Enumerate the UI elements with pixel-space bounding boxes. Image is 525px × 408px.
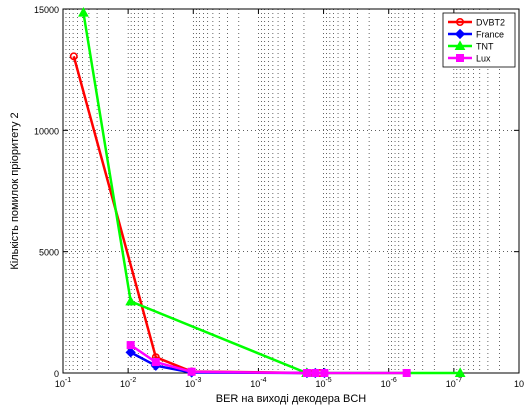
x-tick-label: 10-7 [446, 377, 462, 389]
x-tick-label: 10-6 [381, 377, 397, 389]
data-point [320, 368, 329, 377]
legend-item: France [448, 28, 504, 40]
x-tick-label: 10 [514, 379, 524, 389]
legend-label: Lux [476, 54, 491, 64]
series-tnt [78, 6, 466, 378]
data-point [126, 341, 135, 350]
legend: DVBT2 France TNT Lux [442, 12, 516, 68]
series-line [72, 55, 325, 375]
series-lines [69, 6, 466, 379]
x-tick-labels: 10-1 10-2 10-3 10-4 10-5 10-6 10-7 10 [55, 377, 524, 389]
grid [63, 9, 519, 373]
data-point [69, 52, 78, 61]
legend-swatch-marker [455, 53, 464, 62]
y-tick-label: 5000 [39, 248, 59, 258]
series-dvbt2 [69, 52, 329, 377]
legend-item: Lux [448, 54, 491, 64]
x-tick-label: 10-3 [185, 377, 201, 389]
y-axis-label: Кількість помилок пріоритету 2 [9, 112, 21, 269]
y-tick-label: 10000 [34, 126, 59, 136]
series-line [82, 12, 461, 375]
legend-item: TNT [448, 40, 494, 52]
legend-label: France [476, 30, 504, 40]
data-point [125, 295, 137, 306]
legend-swatch-marker [454, 40, 466, 51]
x-tick-label: 10-2 [120, 377, 136, 389]
x-tick-label: 10-4 [250, 377, 266, 389]
legend-label: TNT [476, 42, 494, 52]
y-tick-label: 15000 [34, 5, 59, 15]
legend-swatch-marker [454, 28, 466, 40]
data-point [187, 367, 196, 376]
legend-item: DVBT2 [448, 18, 505, 28]
data-point [311, 368, 320, 377]
x-tick-label: 10-5 [315, 377, 331, 389]
data-point [302, 368, 311, 377]
series-lux [126, 341, 411, 377]
y-tick-labels: 0 5000 10000 15000 [34, 5, 59, 379]
data-point [78, 6, 89, 17]
data-point [151, 358, 160, 367]
y-tick-label: 0 [54, 369, 59, 379]
data-point [454, 367, 466, 378]
x-axis-label: BER на виході декодера BCH [216, 393, 367, 405]
data-point [402, 368, 411, 377]
legend-label: DVBT2 [476, 18, 505, 28]
data-point [125, 347, 136, 358]
legend-swatch-marker [455, 17, 464, 26]
x-tick-label: 10-1 [55, 377, 71, 389]
